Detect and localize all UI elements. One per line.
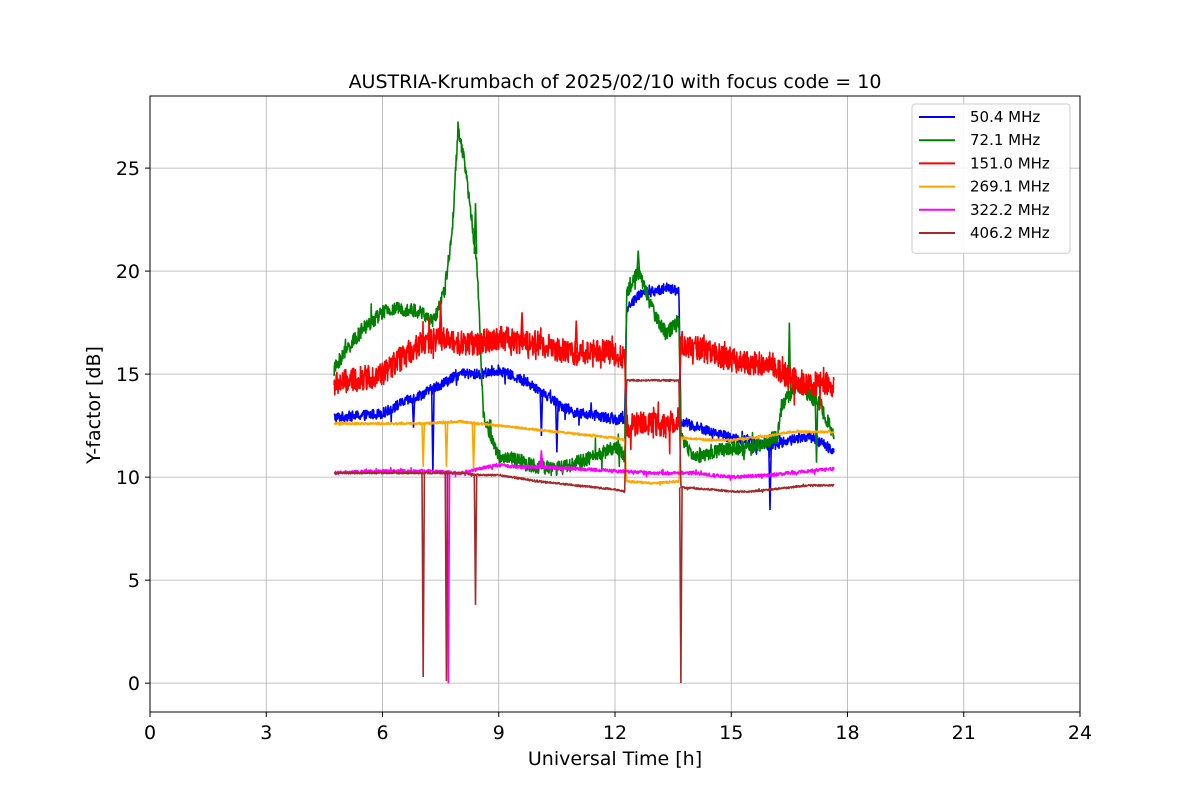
- series-layer: [333, 121, 835, 684]
- x-tick-label: 12: [603, 722, 627, 744]
- series-spike: [421, 473, 426, 677]
- legend-label: 50.4 MHz: [970, 108, 1040, 126]
- series-spike: [539, 391, 544, 436]
- y-axis-label: Y-factor [dB]: [83, 346, 105, 465]
- y-tick-label: 10: [116, 467, 140, 489]
- x-tick-label: 15: [719, 722, 743, 744]
- x-axis: 0 3 6 9 12 15 18 21 24: [144, 712, 1092, 744]
- series-spike: [473, 203, 478, 254]
- x-tick-label: 24: [1068, 722, 1092, 744]
- series-spike: [539, 450, 544, 468]
- legend-label: 406.2 MHz: [970, 224, 1050, 242]
- x-tick-label: 6: [376, 722, 388, 744]
- series-spike: [574, 320, 579, 354]
- series-line: [333, 121, 835, 477]
- x-tick-label: 0: [144, 722, 156, 744]
- series-spike: [444, 422, 449, 467]
- legend-label: 322.2 MHz: [970, 201, 1050, 219]
- series-line: [333, 419, 835, 486]
- series-spike: [814, 401, 819, 463]
- series-line: [333, 317, 835, 455]
- series-spike: [421, 423, 426, 467]
- series-spike: [444, 473, 449, 682]
- y-tick-label: 25: [116, 158, 140, 180]
- series-spike: [678, 487, 683, 684]
- series-spike: [438, 301, 443, 340]
- x-tick-label: 21: [952, 722, 976, 744]
- x-tick-label: 3: [260, 722, 272, 744]
- y-tick-label: 15: [116, 364, 140, 386]
- series-spike: [473, 474, 478, 605]
- series-spike: [411, 397, 416, 428]
- series-line: [333, 462, 835, 481]
- legend-label: 72.1 MHz: [970, 131, 1040, 149]
- legend-label: 269.1 MHz: [970, 178, 1050, 196]
- grid: [149, 96, 1081, 712]
- series-spike: [554, 402, 559, 453]
- series-spike: [471, 422, 476, 471]
- x-tick-label: 9: [493, 722, 505, 744]
- series-spike: [520, 312, 524, 342]
- chart-title: AUSTRIA-Krumbach of 2025/02/10 with focu…: [349, 71, 882, 93]
- y-axis: 0 5 10 15 20 25: [116, 158, 150, 695]
- y-tick-label: 20: [116, 261, 140, 283]
- x-axis-label: Universal Time [h]: [528, 748, 702, 770]
- y-tick-label: 0: [128, 673, 140, 695]
- y-tick-label: 5: [128, 570, 140, 592]
- x-tick-label: 18: [835, 722, 859, 744]
- series-line: [333, 282, 835, 458]
- legend-box: [911, 103, 1071, 254]
- series-line: [333, 378, 835, 494]
- series-spike: [636, 250, 641, 272]
- series-spike: [430, 388, 435, 474]
- legend-label: 151.0 MHz: [970, 154, 1050, 172]
- legend: 50.4 MHz 72.1 MHz 151.0 MHz 269.1 MHz 322.2…: [911, 103, 1071, 254]
- series-spike: [768, 446, 772, 511]
